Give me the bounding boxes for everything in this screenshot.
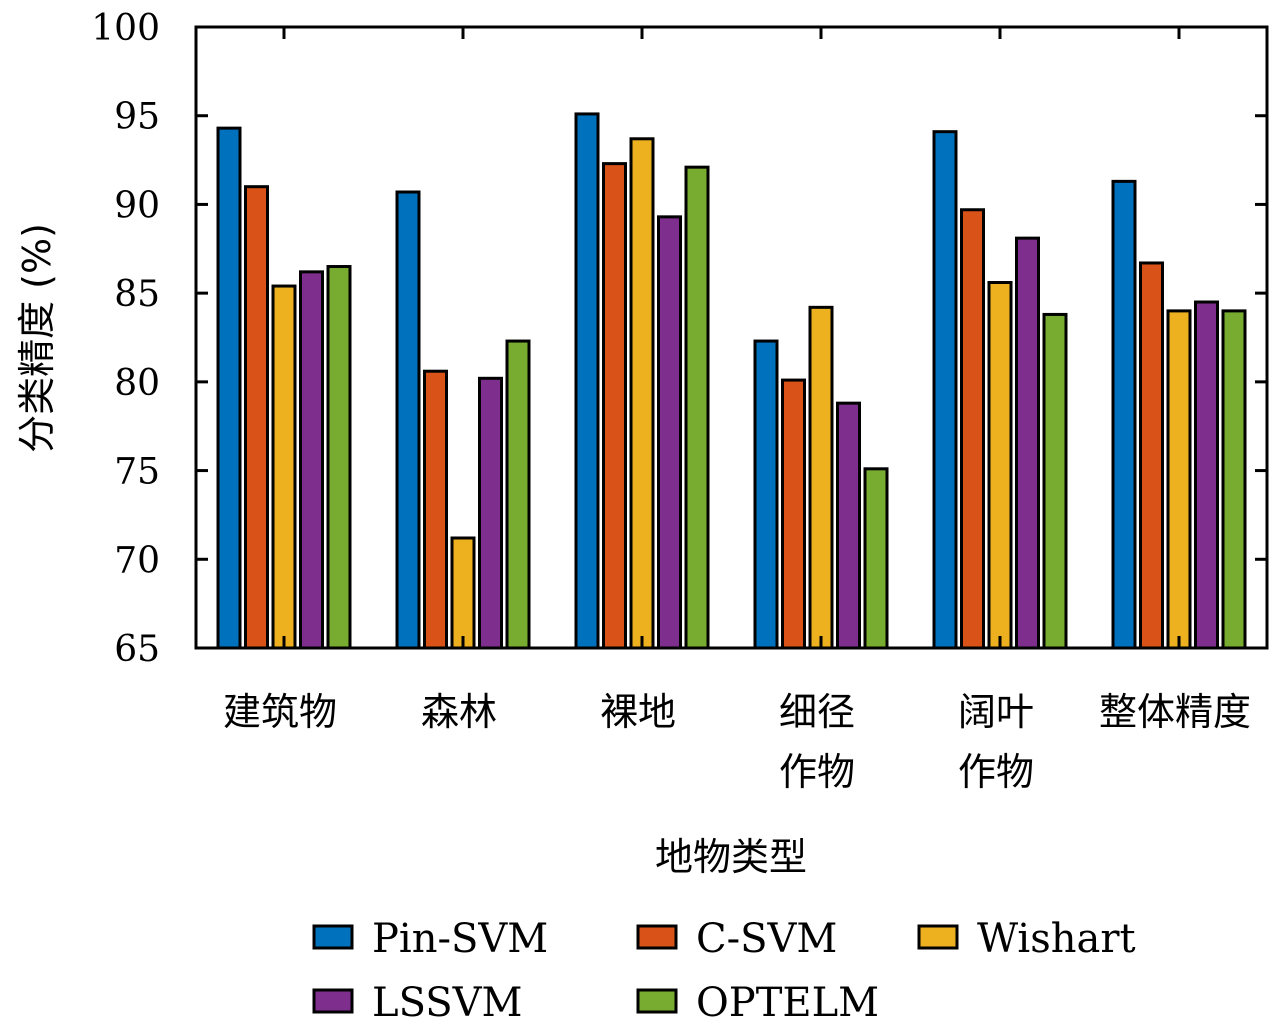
y-tick-label: 100 (91, 8, 160, 49)
bar-optelm-5 (1221, 309, 1247, 650)
legend-item-c-svm: C-SVM (636, 916, 837, 962)
y-tick-label: 85 (114, 274, 160, 315)
bar-c-svm-3 (781, 378, 806, 650)
legend-swatch (312, 988, 354, 1014)
legend-item-wishart: Wishart (917, 916, 1136, 962)
x-tick-label: 建筑物 (223, 690, 337, 734)
legend-swatch (312, 924, 354, 950)
x-tick-label: 阔叶 (958, 690, 1034, 734)
bar-c-svm-4 (960, 208, 985, 650)
y-axis-title: 分类精度 (%) (15, 223, 59, 453)
legend-label: LSSVM (372, 980, 523, 1026)
x-tick-label: 细径 (779, 690, 855, 734)
plot-frame (194, 25, 1269, 650)
bar-pin-svm-1 (395, 190, 421, 650)
legend-item-optelm: OPTELM (636, 980, 879, 1026)
bar-lssvm-5 (1194, 300, 1219, 650)
bar-optelm-0 (326, 265, 352, 650)
bar-optelm-3 (863, 467, 889, 650)
bar-pin-svm-3 (753, 339, 779, 650)
y-tick-label: 90 (114, 185, 160, 226)
x-tick-label: 整体精度 (1099, 690, 1251, 734)
bar-lssvm-3 (836, 401, 861, 650)
bar-optelm-4 (1042, 312, 1068, 650)
x-tick-label: 作物 (779, 750, 855, 794)
bar-lssvm-2 (657, 215, 682, 650)
y-tick-label: 95 (114, 97, 160, 138)
bar-c-svm-1 (423, 369, 448, 650)
legend-item-lssvm: LSSVM (312, 980, 523, 1026)
legend-swatch (917, 924, 959, 950)
bar-lssvm-4 (1015, 236, 1040, 650)
bar-pin-svm-5 (1111, 179, 1137, 650)
bar-wishart-5 (1166, 309, 1192, 650)
y-tick-label: 70 (114, 540, 160, 581)
legend-swatch (636, 924, 678, 950)
bar-optelm-2 (684, 165, 710, 650)
bar-wishart-1 (450, 536, 476, 650)
bar-pin-svm-2 (574, 112, 600, 650)
bar-wishart-4 (987, 280, 1013, 650)
x-axis-title: 地物类型 (655, 835, 807, 879)
y-tick-label: 65 (114, 629, 160, 670)
x-tick-label: 森林 (421, 690, 497, 734)
legend-label: Pin-SVM (372, 916, 548, 962)
x-tick-label: 作物 (958, 750, 1034, 794)
bar-optelm-1 (505, 339, 531, 650)
bar-pin-svm-4 (932, 130, 958, 650)
y-tick-label: 75 (114, 452, 160, 493)
legend-swatch (636, 988, 678, 1014)
legend-label: OPTELM (696, 980, 879, 1026)
legend-label: C-SVM (696, 916, 837, 962)
legend-label: Wishart (977, 916, 1136, 962)
x-tick-label: 裸地 (600, 690, 676, 734)
legend: Pin-SVM C-SVM Wishart LSSVM OPTELM (312, 916, 1136, 1026)
bar-wishart-0 (271, 284, 297, 650)
legend-item-pin-svm: Pin-SVM (312, 916, 548, 962)
y-tick-label: 80 (114, 363, 160, 404)
bar-wishart-2 (629, 137, 655, 650)
bar-pin-svm-0 (216, 126, 242, 650)
bar-lssvm-1 (478, 376, 503, 650)
bars-group (216, 112, 1247, 650)
bar-c-svm-0 (244, 185, 269, 650)
bar-c-svm-2 (602, 162, 627, 650)
bar-lssvm-0 (299, 270, 324, 650)
bar-c-svm-5 (1139, 261, 1164, 650)
bar-wishart-3 (808, 305, 834, 650)
y-axis: 65 70 75 80 85 90 95 100 (91, 8, 1267, 670)
